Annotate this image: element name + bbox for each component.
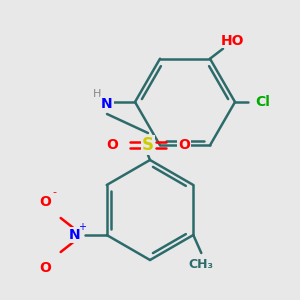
Text: S: S [142,136,154,154]
Text: O: O [39,261,51,275]
Text: N: N [69,228,80,242]
Text: CH₃: CH₃ [189,259,214,272]
Text: HO: HO [220,34,244,48]
Text: +: + [78,222,86,232]
Text: -: - [53,187,57,197]
Text: O: O [39,195,51,209]
Text: O: O [106,138,118,152]
Text: N: N [101,97,113,111]
Text: Cl: Cl [256,95,270,109]
Text: H: H [93,89,101,99]
Text: O: O [178,138,190,152]
